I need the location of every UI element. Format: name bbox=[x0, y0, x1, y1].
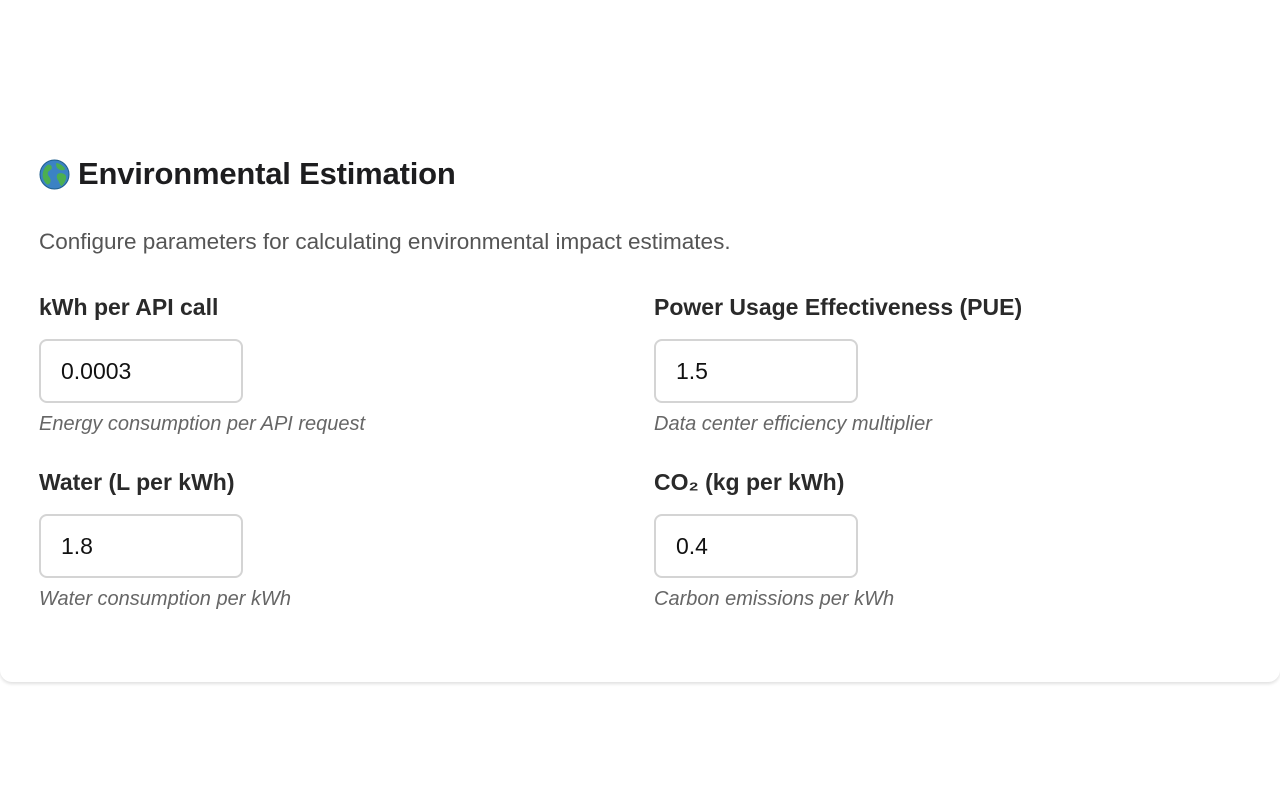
pue-input[interactable] bbox=[654, 339, 858, 403]
co2-hint: Carbon emissions per kWh bbox=[654, 588, 895, 610]
water-hint: Water consumption per kWh bbox=[39, 588, 291, 610]
kwh-per-call-hint: Energy consumption per API request bbox=[39, 413, 366, 435]
co2-label: CO₂ (kg per kWh) bbox=[654, 469, 845, 495]
pue-label: Power Usage Effectiveness (PUE) bbox=[654, 294, 1023, 320]
pue-field: Power Usage Effectiveness (PUE) Data cen… bbox=[654, 292, 1214, 436]
kwh-per-call-field: kWh per API call Energy consumption per … bbox=[39, 292, 599, 436]
globe-icon bbox=[39, 158, 70, 190]
kwh-per-call-label: kWh per API call bbox=[39, 294, 219, 320]
co2-field: CO₂ (kg per kWh) Carbon emissions per kW… bbox=[654, 467, 1214, 611]
water-input[interactable] bbox=[39, 514, 243, 578]
kwh-per-call-input[interactable] bbox=[39, 339, 243, 403]
settings-card: Environmental Estimation Configure param… bbox=[39, 156, 1214, 611]
water-label: Water (L per kWh) bbox=[39, 469, 235, 495]
water-field: Water (L per kWh) Water consumption per … bbox=[39, 467, 599, 611]
pue-hint: Data center efficiency multiplier bbox=[654, 413, 932, 435]
section-title: Environmental Estimation bbox=[78, 156, 456, 191]
co2-input[interactable] bbox=[654, 514, 858, 578]
section-description: Configure parameters for calculating env… bbox=[39, 229, 731, 254]
section-header: Environmental Estimation bbox=[39, 156, 456, 192]
